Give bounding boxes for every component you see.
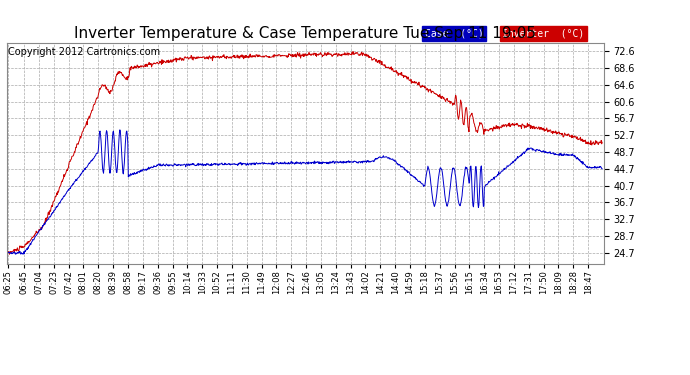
Text: Copyright 2012 Cartronics.com: Copyright 2012 Cartronics.com <box>8 47 160 57</box>
Title: Inverter Temperature & Case Temperature Tue Sep 11 19:05: Inverter Temperature & Case Temperature … <box>75 26 536 40</box>
Text: Inverter  (°C): Inverter (°C) <box>502 29 584 39</box>
Text: Case  (°C): Case (°C) <box>425 29 484 39</box>
